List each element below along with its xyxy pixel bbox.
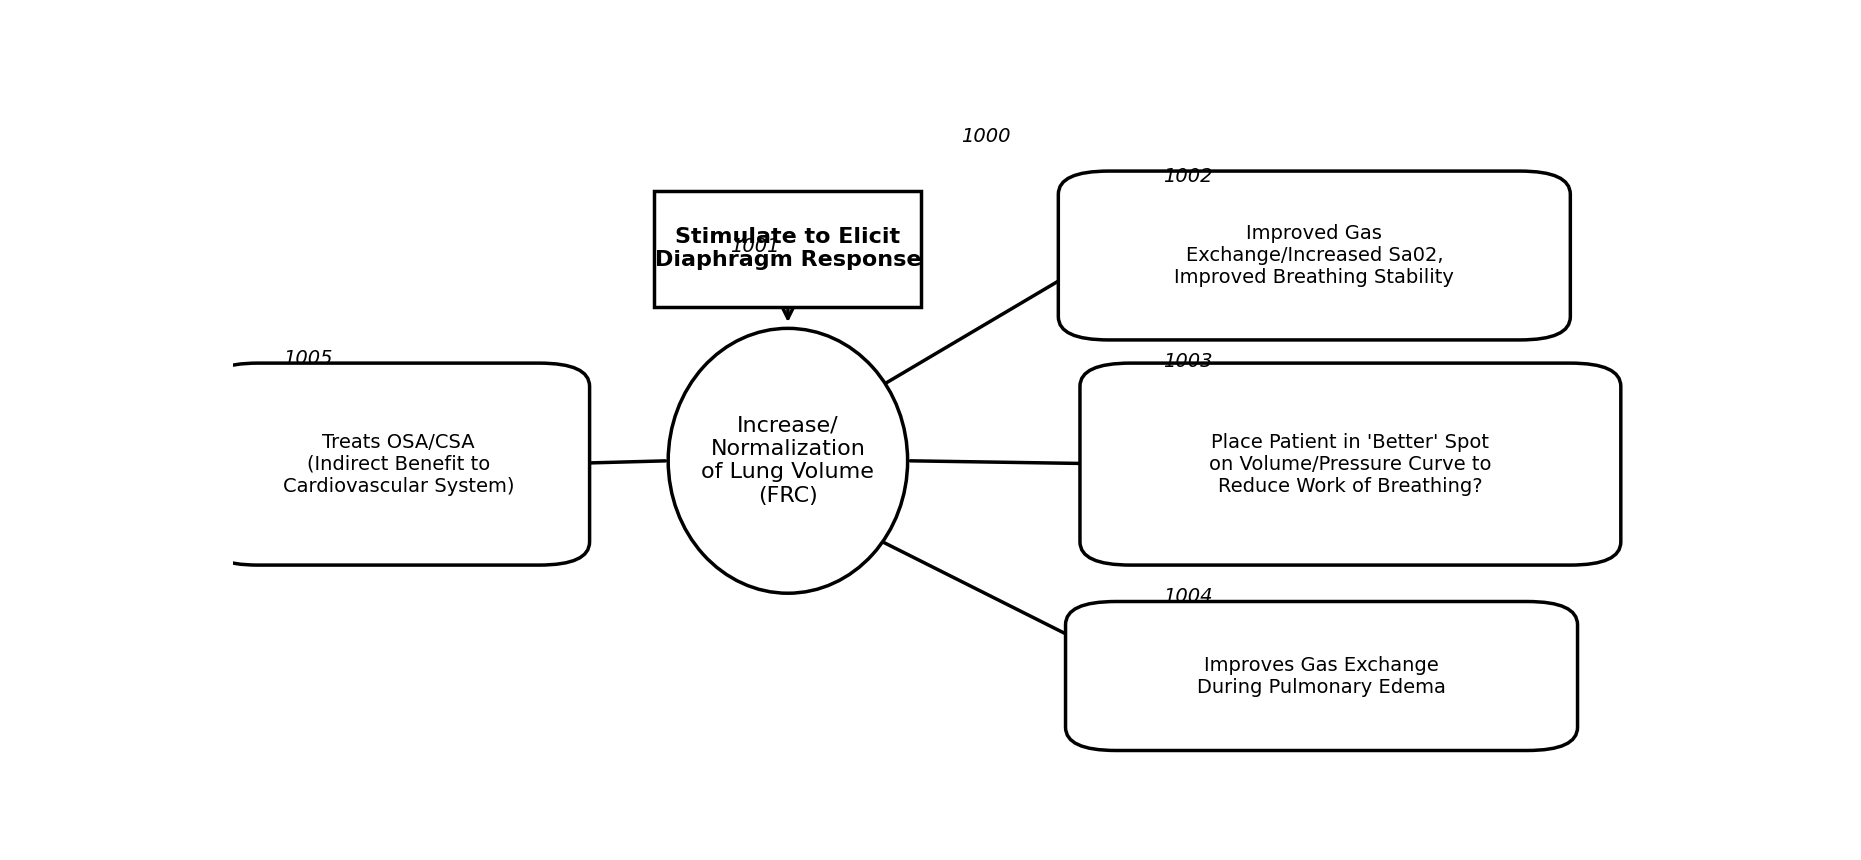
Text: Treats OSA/CSA
(Indirect Benefit to
Cardiovascular System): Treats OSA/CSA (Indirect Benefit to Card… [283, 433, 514, 495]
Text: Place Patient in 'Better' Spot
on Volume/Pressure Curve to
Reduce Work of Breath: Place Patient in 'Better' Spot on Volume… [1210, 433, 1493, 495]
Text: 1001: 1001 [730, 237, 780, 255]
Text: 1000: 1000 [960, 127, 1011, 146]
Text: Improves Gas Exchange
During Pulmonary Edema: Improves Gas Exchange During Pulmonary E… [1197, 655, 1446, 697]
Text: 1005: 1005 [283, 349, 333, 368]
Text: 1004: 1004 [1163, 587, 1212, 606]
FancyBboxPatch shape [207, 363, 590, 565]
FancyBboxPatch shape [1066, 601, 1578, 751]
Ellipse shape [668, 329, 908, 593]
Text: Increase/
Normalization
of Lung Volume
(FRC): Increase/ Normalization of Lung Volume (… [702, 416, 875, 506]
FancyBboxPatch shape [655, 191, 921, 307]
Text: 1003: 1003 [1163, 353, 1212, 372]
FancyBboxPatch shape [1079, 363, 1621, 565]
Text: 1002: 1002 [1163, 167, 1212, 186]
FancyBboxPatch shape [1059, 171, 1571, 340]
Text: Stimulate to Elicit
Diaphragm Response: Stimulate to Elicit Diaphragm Response [655, 227, 921, 271]
Text: Improved Gas
Exchange/Increased Sa02,
Improved Breathing Stability: Improved Gas Exchange/Increased Sa02, Im… [1174, 224, 1453, 287]
